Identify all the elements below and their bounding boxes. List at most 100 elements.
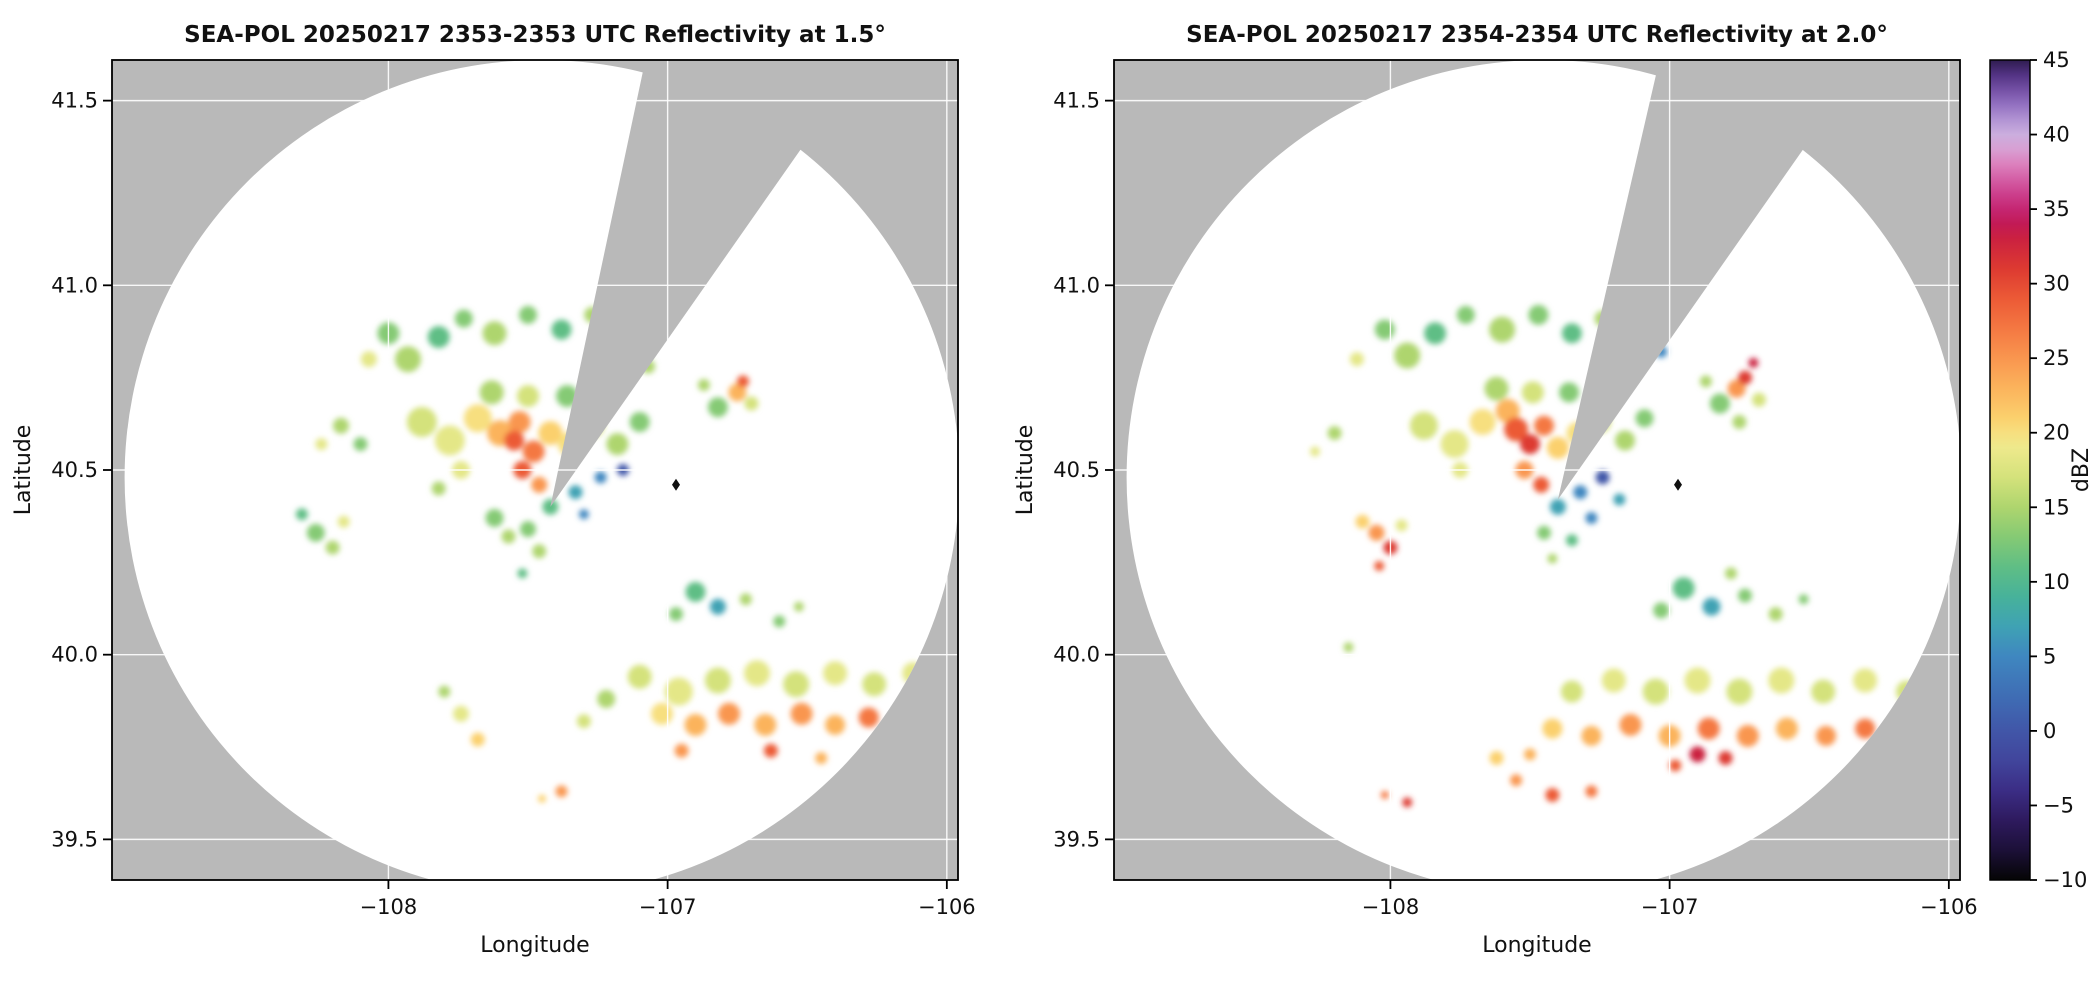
blocked-sector-wedge bbox=[550, 60, 864, 507]
echo-blob bbox=[669, 607, 683, 622]
echo-blob bbox=[1697, 717, 1720, 740]
y-tick-label: 41.0 bbox=[51, 273, 98, 297]
echo-blob bbox=[674, 743, 689, 758]
y-tick-label: 41.5 bbox=[51, 89, 98, 113]
echo-blob bbox=[1573, 485, 1588, 500]
y-tick-label: 39.5 bbox=[51, 827, 98, 851]
echo-blob bbox=[1495, 398, 1520, 423]
echo-blob bbox=[739, 593, 752, 606]
echo-blob bbox=[1855, 718, 1876, 739]
echo-blob bbox=[684, 713, 707, 736]
echo-blob bbox=[1545, 788, 1560, 802]
echo-blob bbox=[438, 685, 451, 698]
echo-blob bbox=[1684, 667, 1711, 694]
echo-blob bbox=[1619, 713, 1642, 736]
echo-blob bbox=[1738, 588, 1752, 603]
echo-blob bbox=[1489, 751, 1504, 766]
panel-1-title: SEA-POL 20250217 2353-2353 UTC Reflectiv… bbox=[184, 22, 886, 48]
echo-blob bbox=[697, 379, 710, 391]
echo-blob bbox=[1595, 470, 1610, 485]
echo-blob bbox=[568, 485, 583, 500]
y-tick-label: 40.0 bbox=[1053, 643, 1100, 667]
echo-blob bbox=[1811, 679, 1836, 704]
echo-blob bbox=[1310, 446, 1320, 457]
echo-blob bbox=[427, 326, 450, 348]
echo-blob bbox=[1672, 577, 1695, 600]
y-tick-label: 40.5 bbox=[51, 458, 98, 482]
echo-blob bbox=[1560, 680, 1583, 703]
colorbar-tick-label: −10 bbox=[2043, 868, 2087, 892]
echo-blob bbox=[501, 529, 516, 544]
echo-blob bbox=[1424, 322, 1447, 345]
y-tick-label: 41.5 bbox=[1053, 89, 1100, 113]
echo-blob bbox=[1520, 434, 1540, 455]
y-tick-label: 40.0 bbox=[51, 643, 98, 667]
echo-blob bbox=[763, 743, 778, 758]
colorbar-tick-label: 45 bbox=[2043, 48, 2070, 72]
echo-blob bbox=[1549, 498, 1566, 515]
echo-blob bbox=[1613, 493, 1626, 506]
echo-blob bbox=[728, 383, 747, 402]
echo-blob bbox=[463, 404, 492, 433]
echo-blob bbox=[578, 509, 589, 520]
colorbar-tick-label: 10 bbox=[2043, 570, 2070, 594]
echo-blob bbox=[360, 351, 377, 368]
echo-blob bbox=[1702, 597, 1721, 616]
echo-blob bbox=[353, 437, 368, 452]
out-of-range-mask bbox=[1114, 60, 1960, 880]
echo-blob bbox=[1561, 323, 1582, 344]
echo-blob bbox=[1725, 567, 1737, 580]
echo-blob bbox=[1585, 512, 1598, 524]
echo-blob bbox=[1349, 352, 1364, 367]
colorbar bbox=[1989, 59, 2031, 881]
echo-blob bbox=[1775, 717, 1798, 740]
echo-blob bbox=[793, 601, 804, 612]
echo-blob bbox=[1546, 436, 1569, 459]
colorbar-tick-label: −5 bbox=[2043, 793, 2074, 817]
panel-2-ylabel: Latitude bbox=[1013, 425, 1038, 516]
echo-blob bbox=[517, 385, 539, 408]
echo-blob bbox=[597, 690, 616, 708]
echo-blob bbox=[629, 412, 650, 432]
echo-blob bbox=[1504, 417, 1529, 442]
echo-blob bbox=[1537, 525, 1551, 540]
x-tick-label: −108 bbox=[360, 895, 418, 919]
echo-blob bbox=[1547, 553, 1558, 564]
colorbar-tick-label: 5 bbox=[2043, 644, 2056, 668]
echo-blob bbox=[508, 411, 531, 433]
echo-blob bbox=[825, 714, 846, 735]
echo-blob bbox=[1469, 409, 1496, 435]
echo-blob bbox=[504, 430, 525, 451]
echo-blob bbox=[406, 407, 437, 437]
echo-blob bbox=[1343, 642, 1354, 653]
echo-blob bbox=[1521, 381, 1544, 404]
echo-blob bbox=[485, 509, 504, 527]
site-marker-diamond bbox=[672, 478, 680, 491]
colorbar-tick-label: 40 bbox=[2043, 123, 2070, 147]
echo-blob bbox=[538, 421, 563, 446]
echo-blob bbox=[325, 540, 340, 555]
echo-blob bbox=[1395, 519, 1408, 532]
echo-blob bbox=[576, 714, 591, 729]
echo-blob bbox=[1542, 718, 1563, 739]
echo-blob bbox=[542, 498, 559, 515]
echo-blob bbox=[1853, 668, 1878, 693]
echo-blob bbox=[482, 321, 507, 346]
echo-blob bbox=[1559, 382, 1580, 403]
echo-blob bbox=[517, 568, 528, 579]
echo-blob bbox=[333, 417, 349, 434]
panel-1-ylabel: Latitude bbox=[11, 425, 36, 516]
echo-blob bbox=[395, 346, 421, 373]
y-tick-label: 40.5 bbox=[1053, 458, 1100, 482]
echo-blob bbox=[1534, 415, 1554, 436]
echo-blob bbox=[1738, 370, 1752, 385]
echo-blob bbox=[1736, 724, 1759, 747]
echo-blob bbox=[479, 380, 504, 405]
echo-blob bbox=[1524, 748, 1536, 761]
echo-blob bbox=[315, 438, 328, 451]
echo-blob bbox=[1635, 409, 1654, 428]
echo-blob bbox=[1402, 797, 1413, 808]
echo-blob bbox=[1615, 430, 1635, 451]
echo-blob bbox=[1528, 304, 1549, 325]
